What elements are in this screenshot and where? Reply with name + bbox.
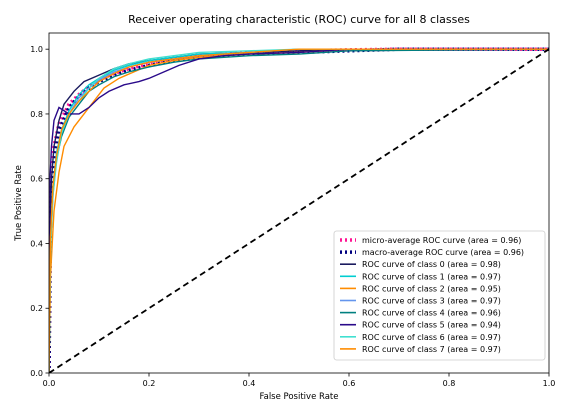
roc-curves (49, 47, 549, 373)
y-tick-label: 0.4 (30, 239, 43, 248)
x-tick-label: 0.0 (43, 379, 56, 388)
legend-entry: macro-average ROC curve (area = 0.96) (362, 248, 524, 257)
roc-line-8 (49, 48, 549, 373)
legend-entry: micro-average ROC curve (area = 0.96) (362, 236, 521, 245)
roc-line-9 (49, 48, 549, 373)
y-tick-label: 1.0 (30, 45, 43, 54)
x-tick-label: 1.0 (543, 379, 556, 388)
axis-ticks: 0.0 0.2 0.4 0.6 0.8 1.0 0.0 0.2 0.4 0.6 0.8 1.0 (30, 45, 555, 388)
legend-entry: ROC curve of class 1 (area = 0.97) (362, 272, 501, 281)
y-axis-label: True Positive Rate (14, 165, 24, 242)
legend-entry: ROC curve of class 3 (area = 0.97) (362, 297, 501, 306)
chart-title: Receiver operating characteristic (ROC) … (128, 13, 470, 26)
roc-line-7 (49, 48, 549, 373)
legend-entry: ROC curve of class 4 (area = 0.96) (362, 309, 501, 318)
x-tick-label: 0.8 (443, 379, 456, 388)
legend-entry: ROC curve of class 5 (area = 0.94) (362, 321, 501, 330)
plot-frame (48, 32, 550, 374)
x-tick-label: 0.2 (143, 379, 156, 388)
y-tick-label: 0.6 (30, 175, 43, 184)
legend-entry: ROC curve of class 7 (area = 0.97) (362, 345, 501, 354)
x-tick-label: 0.6 (343, 379, 356, 388)
legend-box (333, 230, 546, 361)
x-axis-label: False Positive Rate (260, 392, 339, 402)
y-tick-label: 0.2 (30, 304, 43, 313)
legend-entry: ROC curve of class 2 (area = 0.95) (362, 284, 501, 293)
y-tick-label: 0.0 (30, 369, 43, 378)
legend: micro-average ROC curve (area = 0.96) mac… (333, 230, 546, 361)
x-tick-label: 0.4 (243, 379, 256, 388)
legend-entry: ROC curve of class 6 (area = 0.97) (362, 333, 501, 342)
legend-entry: ROC curve of class 0 (area = 0.98) (362, 260, 501, 269)
y-tick-label: 0.8 (30, 110, 43, 119)
